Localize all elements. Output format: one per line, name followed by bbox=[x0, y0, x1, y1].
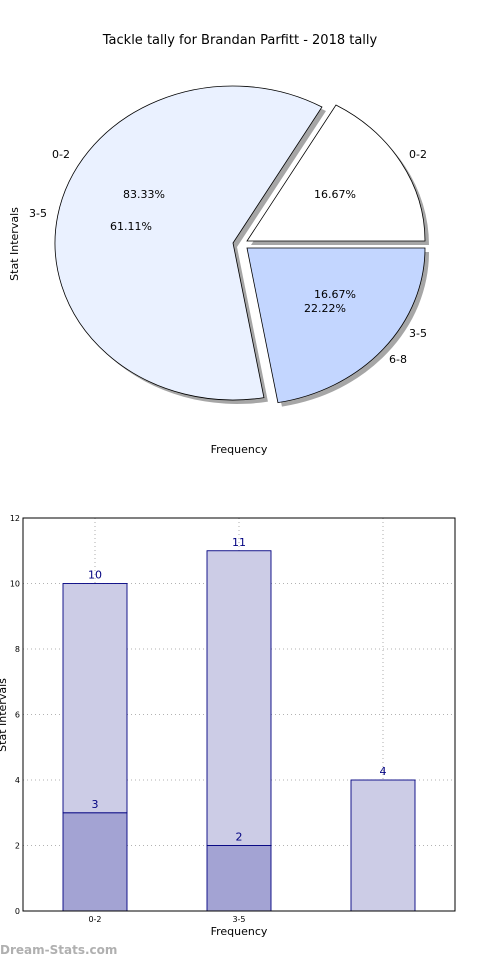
pie-xlabel: Frequency bbox=[211, 443, 268, 456]
pie-pct-outer-3-5: 83.33% bbox=[123, 188, 165, 201]
pie-pct-inner-6-8: 22.22% bbox=[304, 302, 346, 315]
bar-xtick-label: 0-2 bbox=[88, 915, 101, 924]
pie-pct-inner-3-5: 61.11% bbox=[110, 220, 152, 233]
bar-ytick-label: 4 bbox=[15, 776, 20, 785]
bar-segment bbox=[62, 812, 128, 912]
bar-chart: 0 2 4 6 8 10 12 10 3 0-2 11 2 3-5 4 bbox=[10, 514, 456, 924]
bar-ytick-label: 2 bbox=[15, 842, 20, 851]
pie-slice-6-8 bbox=[246, 247, 426, 404]
watermark: Dream-Stats.com bbox=[0, 943, 117, 957]
pie-label-0-2-right: 0-2 bbox=[409, 148, 427, 161]
bar-total-label: 11 bbox=[232, 536, 246, 549]
pie-pct-inner-0-2: 16.67% bbox=[314, 288, 356, 301]
bar-xtick-label: 3-5 bbox=[232, 915, 245, 924]
bar-plot-frame bbox=[22, 517, 456, 912]
pie-label-3-5-left: 3-5 bbox=[29, 207, 47, 220]
pie-slice-0-2 bbox=[246, 104, 426, 242]
bar-ytick-label: 12 bbox=[10, 514, 20, 523]
bar-segment bbox=[206, 845, 272, 912]
bar-ylabel: Stat Intervals bbox=[0, 678, 9, 752]
bar-base-label: 3 bbox=[92, 798, 99, 811]
bar-segment bbox=[350, 779, 416, 912]
pie-label-3-5-right: 3-5 bbox=[409, 327, 427, 340]
bar-segment bbox=[206, 550, 272, 846]
bar-ytick-label: 10 bbox=[10, 580, 20, 589]
bar-ytick-label: 6 bbox=[15, 711, 20, 720]
bar-ytick-label: 8 bbox=[15, 645, 20, 654]
bar-segment bbox=[62, 583, 128, 814]
pie-ylabel: Stat Intervals bbox=[8, 207, 21, 281]
pie-slice-3-5 bbox=[54, 85, 323, 401]
bar-ytick-label: 0 bbox=[15, 907, 20, 916]
pie-chart: 0-20-23-53-56-883.33% 16.67%61.11%16.67%2… bbox=[29, 85, 429, 407]
pie-pct-outer-0-2: 16.67% bbox=[314, 188, 356, 201]
bar-xlabel: Frequency bbox=[211, 925, 268, 938]
bar-total-label: 4 bbox=[380, 765, 387, 778]
bar-base-label: 2 bbox=[236, 831, 243, 844]
bar-total-label: 10 bbox=[88, 569, 102, 582]
pie-title: Tackle tally for Brandan Parfitt - 2018 … bbox=[102, 33, 378, 48]
pie-label-0-2-left: 0-2 bbox=[52, 148, 70, 161]
pie-label-6-8: 6-8 bbox=[389, 353, 407, 366]
